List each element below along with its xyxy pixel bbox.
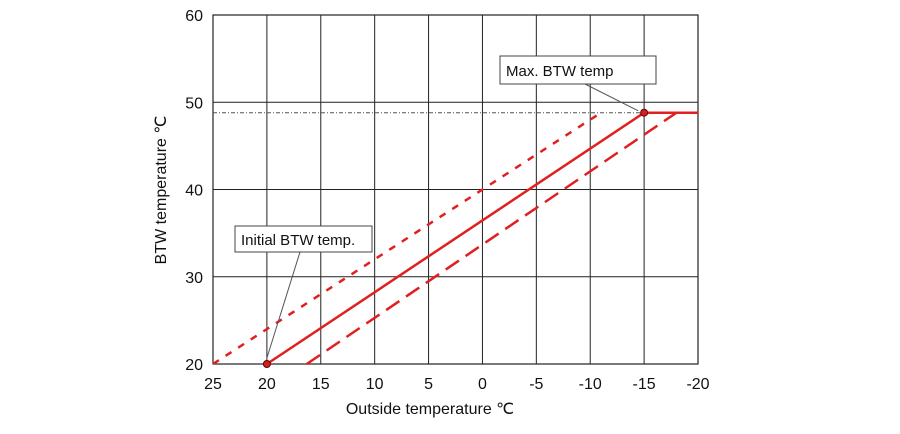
y-tick-label: 20 — [185, 357, 203, 374]
x-tick-label: -15 — [633, 376, 656, 393]
x-tick-label: -10 — [579, 376, 602, 393]
x-tick-label: 0 — [478, 376, 487, 393]
x-tick-label: 25 — [204, 376, 222, 393]
x-tick-label: -20 — [686, 376, 709, 393]
y-tick-label: 30 — [185, 270, 203, 287]
annotation-label: Initial BTW temp. — [241, 232, 355, 249]
annotation-label: Max. BTW temp — [506, 63, 614, 80]
x-tick-label: -5 — [529, 376, 543, 393]
y-tick-label: 50 — [185, 95, 203, 112]
x-tick-label: 10 — [366, 376, 384, 393]
x-axis-label: Outside temperature ℃ — [346, 401, 514, 418]
x-tick-label: 20 — [258, 376, 276, 393]
x-tick-label: 5 — [424, 376, 433, 393]
annotation-box — [234, 225, 373, 253]
y-axis-label: BTW temperature ℃ — [153, 116, 170, 265]
annotation-arrow — [266, 251, 301, 359]
y-tick-label: 40 — [185, 183, 203, 200]
dashed-series-line — [306, 111, 678, 366]
annotation-marker — [640, 108, 649, 117]
y-tick-label: 60 — [185, 8, 203, 25]
annotation-marker — [262, 360, 271, 368]
annotation-arrow — [584, 83, 639, 112]
x-tick-label: 15 — [312, 376, 330, 393]
annotation-box — [499, 55, 657, 85]
